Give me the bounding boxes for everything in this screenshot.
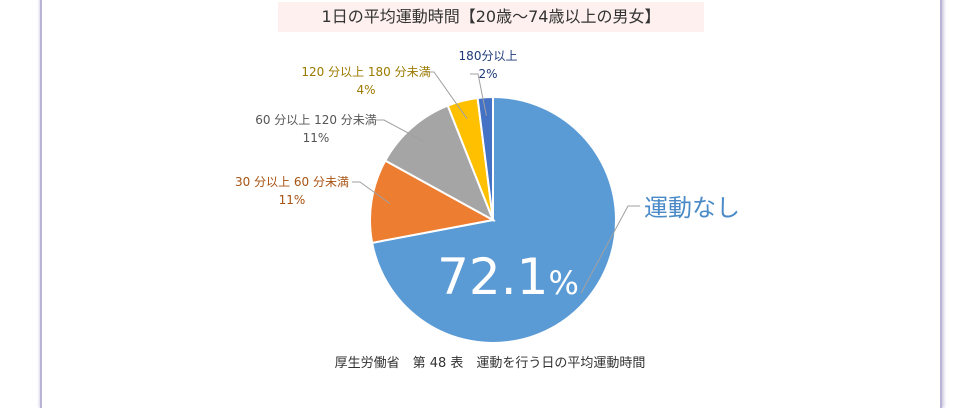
leader-line-4: [470, 73, 487, 116]
slice-category-label-1: 30 分以上 60 分未満: [235, 175, 349, 189]
source-caption: 厚生労働省 第 48 表 運動を行う日の平均運動時間: [334, 356, 646, 371]
chart-title: 1日の平均運動時間【20歳～74歳以上の男女】: [321, 7, 661, 26]
pie-slice-1: [369, 159, 496, 245]
slice-category-label-3: 120 分以上 180 分未満: [301, 65, 430, 79]
leader-line-2: [376, 119, 425, 142]
slice-value-label-2: 11%: [303, 131, 330, 145]
slice-category-label-0: 運動なし: [644, 194, 740, 222]
slice-value-label-big: 72.1%: [437, 248, 579, 306]
slice-category-label-4: 180分以上: [459, 49, 518, 63]
leader-line-3: [426, 71, 468, 119]
pie-slice-4: [476, 95, 494, 221]
slice-value-label-4: 2%: [478, 67, 497, 81]
leader-line-0: [580, 205, 640, 294]
slice-value-label-3: 4%: [356, 83, 375, 97]
title-background: [278, 2, 704, 32]
slice-category-label-2: 60 分以上 120 分未満: [255, 113, 377, 127]
pie-slice-2: [383, 104, 495, 223]
content-frame: [40, 0, 942, 408]
slice-value-label-1: 11%: [279, 193, 306, 207]
leader-line-1: [352, 181, 391, 204]
